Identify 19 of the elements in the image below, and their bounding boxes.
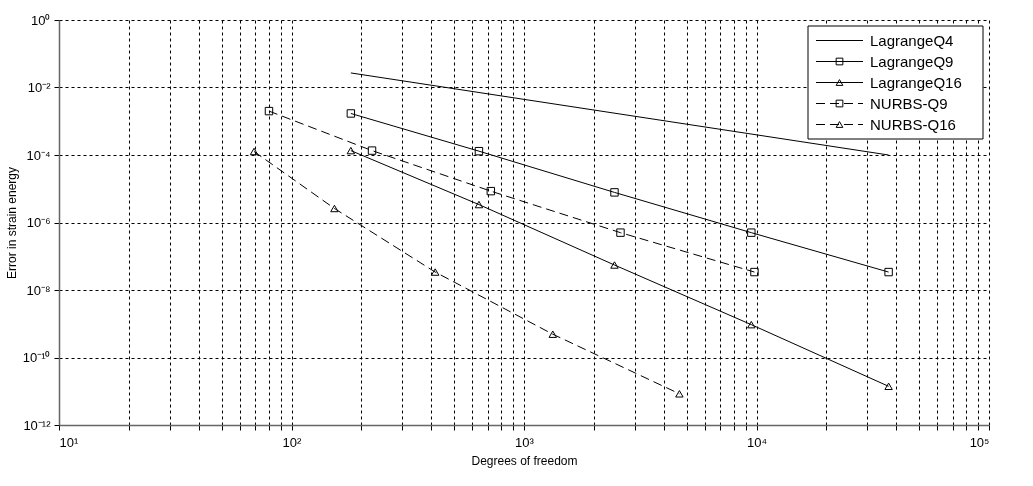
x-tick-label: 10² (282, 434, 303, 450)
y-tick-label: 10⁻⁴ (26, 147, 51, 163)
legend-label: LagrangeQ9 (870, 52, 954, 70)
y-tick-label: 10⁻¹² (23, 417, 52, 433)
legend-label: NURBS-Q9 (870, 94, 948, 112)
x-axis-title: Degrees of freedom (471, 453, 578, 468)
y-tick-label: 10⁻² (27, 80, 52, 95)
x-tick-label: 10⁵ (969, 434, 990, 450)
legend-label: LagrangeQ16 (870, 73, 962, 91)
legend-label: LagrangeQ4 (870, 31, 954, 49)
x-tick-label: 10³ (515, 434, 535, 450)
y-tick-label: 10⁻⁸ (26, 282, 51, 298)
y-tick-label: 10⁰ (31, 12, 51, 28)
y-axis-title: Error in strain energy (4, 166, 19, 280)
x-tick-label: 10¹ (59, 434, 79, 450)
x-tick-label: 10⁴ (746, 434, 768, 450)
legend-label: NURBS-Q16 (870, 115, 956, 133)
y-tick-label: 10⁻¹⁰ (22, 350, 51, 365)
y-tick-label: 10⁻⁶ (26, 215, 51, 230)
